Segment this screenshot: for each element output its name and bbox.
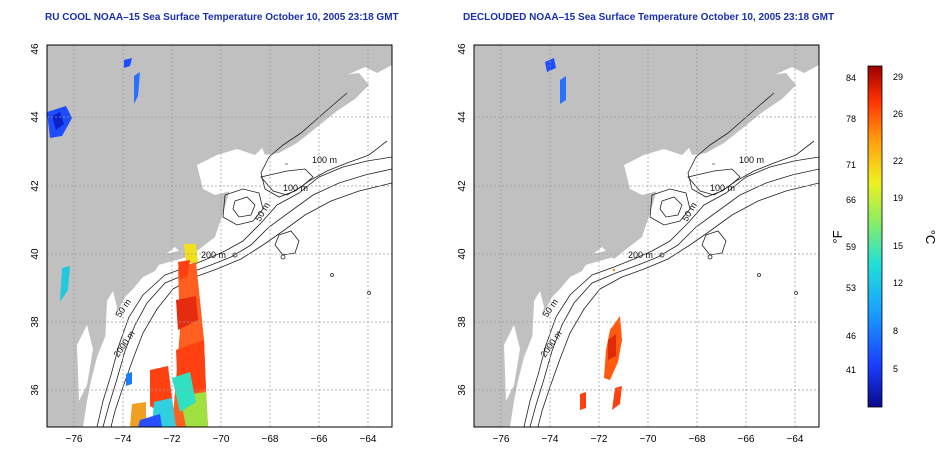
lon-tick: −64 [360, 434, 377, 445]
right-map-panel: 100 m 100 m 50 m 200 m 50 m 2000 m −76 −… [457, 43, 820, 445]
lon-tick: −70 [640, 434, 657, 445]
sst-pixels-declouded [545, 58, 622, 410]
fahrenheit-tick: 66 [846, 195, 856, 205]
right-panel-title: DECLOUDED NOAA–15 Sea Surface Temperatur… [463, 12, 835, 23]
lon-tick: −64 [787, 434, 804, 445]
celsius-tick: 8 [893, 326, 898, 336]
fahrenheit-unit-label: °F [830, 230, 845, 243]
lat-tick: 40 [30, 248, 41, 260]
left-panel-title: RU COOL NOAA–15 Sea Surface Temperature … [45, 12, 399, 23]
celsius-unit-label: °C [923, 230, 938, 245]
celsius-tick: 15 [893, 241, 903, 251]
lon-tick: −74 [542, 434, 559, 445]
lat-tick: 42 [457, 180, 468, 192]
lon-tick: −76 [66, 434, 83, 445]
contour-label: 100 m [739, 155, 764, 165]
contour-label: 100 m [312, 155, 337, 165]
lat-tick: 46 [30, 43, 41, 55]
fahrenheit-tick: 41 [846, 365, 856, 375]
celsius-tick: 12 [893, 278, 903, 288]
lon-tick: −72 [164, 434, 181, 445]
lon-tick: −66 [738, 434, 755, 445]
lon-tick: −66 [311, 434, 328, 445]
contour-label: 200 m [201, 250, 226, 260]
lon-tick: −68 [689, 434, 706, 445]
contour-label: 100 m [710, 183, 735, 193]
fahrenheit-tick: 84 [846, 73, 856, 83]
contour-label: 100 m [283, 183, 308, 193]
celsius-tick: 19 [893, 193, 903, 203]
celsius-tick: 26 [893, 109, 903, 119]
lat-tick: 36 [30, 384, 41, 396]
lat-tick: 38 [457, 316, 468, 328]
lon-tick: −72 [591, 434, 608, 445]
temperature-colorbar: 84 78 71 66 59 53 46 41 29 26 22 19 15 1… [830, 65, 938, 408]
fahrenheit-tick: 53 [846, 283, 856, 293]
left-map-panel: 100 m 100 m 50 m 200 m 50 m 2000 m −76 −… [30, 43, 393, 445]
fahrenheit-tick: 46 [846, 331, 856, 341]
lon-tick: −70 [213, 434, 230, 445]
sst-pixels [47, 58, 208, 427]
lat-tick: 42 [30, 180, 41, 192]
fahrenheit-tick: 71 [846, 160, 856, 170]
contour-label: 200 m [628, 250, 653, 260]
lon-tick: −68 [262, 434, 279, 445]
fahrenheit-tick: 78 [846, 114, 856, 124]
celsius-tick: 29 [893, 72, 903, 82]
lat-tick: 36 [457, 384, 468, 396]
fahrenheit-tick: 59 [846, 242, 856, 252]
celsius-tick: 5 [893, 364, 898, 374]
lon-tick: −76 [493, 434, 510, 445]
lat-tick: 44 [30, 111, 41, 123]
lat-tick: 46 [457, 43, 468, 55]
lon-tick: −74 [115, 434, 132, 445]
lat-tick: 44 [457, 111, 468, 123]
lat-tick: 38 [30, 316, 41, 328]
celsius-tick: 22 [893, 156, 903, 166]
lat-tick: 40 [457, 248, 468, 260]
